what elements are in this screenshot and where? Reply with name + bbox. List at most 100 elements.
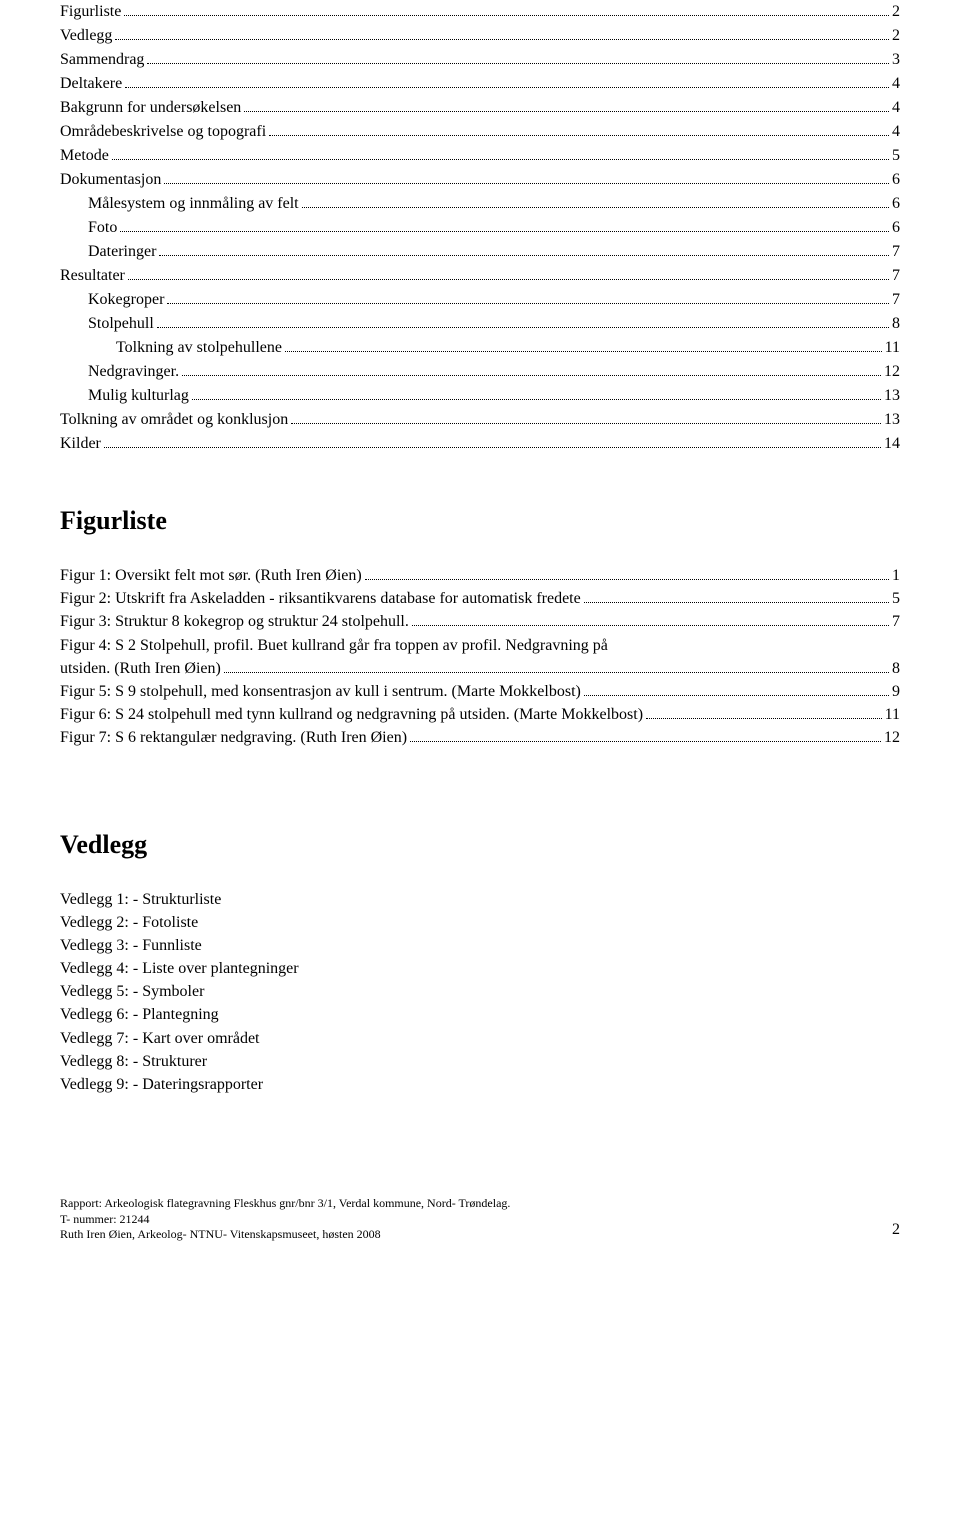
figure-leader-dots — [224, 672, 889, 673]
toc-page-number: 7 — [892, 288, 900, 312]
figure-page-number: 11 — [885, 703, 900, 726]
toc-leader-dots — [167, 303, 889, 304]
toc-label: Tolkning av stolpehullene — [116, 336, 282, 360]
figure-entry: Figur 4: S 2 Stolpehull, profil. Buet ku… — [60, 634, 900, 680]
vedlegg-entry: Vedlegg 3: - Funnliste — [60, 934, 900, 957]
toc-entry: Vedlegg 2 — [60, 24, 900, 48]
toc-leader-dots — [128, 279, 889, 280]
toc-entry: Tolkning av stolpehullene 11 — [60, 336, 900, 360]
toc-leader-dots — [147, 63, 889, 64]
toc-leader-dots — [164, 183, 889, 184]
toc-label: Kokegroper — [88, 288, 164, 312]
figure-label-line: Figur 2: Utskrift fra Askeladden - riksa… — [60, 587, 581, 610]
toc-leader-dots — [124, 15, 889, 16]
toc-entry: Kokegroper 7 — [60, 288, 900, 312]
toc-entry: Resultater 7 — [60, 264, 900, 288]
figure-page-number: 5 — [892, 587, 900, 610]
figure-entry: Figur 3: Struktur 8 kokegrop og struktur… — [60, 610, 900, 633]
toc-page-number: 8 — [892, 312, 900, 336]
toc-leader-dots — [157, 327, 889, 328]
toc-page-number: 4 — [892, 120, 900, 144]
toc-label: Sammendrag — [60, 48, 144, 72]
figure-leader-dots — [584, 602, 889, 603]
toc-page-number: 6 — [892, 216, 900, 240]
vedlegg-list: Vedlegg 1: - StrukturlisteVedlegg 2: - F… — [60, 888, 900, 1097]
toc-leader-dots — [182, 375, 881, 376]
toc-entry: Deltakere 4 — [60, 72, 900, 96]
toc-entry: Bakgrunn for undersøkelsen 4 — [60, 96, 900, 120]
vedlegg-entry: Vedlegg 5: - Symboler — [60, 980, 900, 1003]
vedlegg-heading: Vedlegg — [60, 830, 900, 860]
vedlegg-entry: Vedlegg 4: - Liste over plantegninger — [60, 957, 900, 980]
figure-label-line: Figur 7: S 6 rektangulær nedgraving. (Ru… — [60, 726, 407, 749]
toc-leader-dots — [115, 39, 889, 40]
figure-label-line: Figur 4: S 2 Stolpehull, profil. Buet ku… — [60, 634, 900, 657]
figure-label-line: Figur 3: Struktur 8 kokegrop og struktur… — [60, 610, 409, 633]
toc-page-number: 2 — [892, 24, 900, 48]
toc-entry: Stolpehull 8 — [60, 312, 900, 336]
figure-label-line: Figur 5: S 9 stolpehull, med konsentrasj… — [60, 680, 581, 703]
toc-entry: Tolkning av området og konklusjon 13 — [60, 408, 900, 432]
toc-leader-dots — [285, 351, 882, 352]
toc-leader-dots — [159, 255, 889, 256]
toc-label: Mulig kulturlag — [88, 384, 189, 408]
toc-page-number: 4 — [892, 72, 900, 96]
figure-entry: Figur 1: Oversikt felt mot sør. (Ruth Ir… — [60, 564, 900, 587]
toc-leader-dots — [302, 207, 889, 208]
toc-page-number: 7 — [892, 264, 900, 288]
figure-label-line: utsiden. (Ruth Iren Øien) — [60, 657, 221, 680]
toc-entry: Metode 5 — [60, 144, 900, 168]
toc-leader-dots — [120, 231, 889, 232]
toc-label: Figurliste — [60, 0, 121, 24]
toc-label: Stolpehull — [88, 312, 154, 336]
toc-entry: Målesystem og innmåling av felt 6 — [60, 192, 900, 216]
toc-page-number: 3 — [892, 48, 900, 72]
figure-label-line: Figur 1: Oversikt felt mot sør. (Ruth Ir… — [60, 564, 362, 587]
page-footer: Rapport: Arkeologisk flategravning Flesk… — [60, 1196, 900, 1243]
toc-label: Områdebeskrivelse og topografi — [60, 120, 266, 144]
figure-page-number: 1 — [892, 564, 900, 587]
toc-page-number: 4 — [892, 96, 900, 120]
figure-page-number: 12 — [884, 726, 900, 749]
table-of-contents: Figurliste 2Vedlegg 2Sammendrag 3Deltake… — [60, 0, 900, 456]
toc-leader-dots — [244, 111, 889, 112]
toc-entry: Foto 6 — [60, 216, 900, 240]
toc-label: Nedgravinger. — [88, 360, 179, 384]
figure-entry: Figur 5: S 9 stolpehull, med konsentrasj… — [60, 680, 900, 703]
footer-line-2: T- nummer: 21244 — [60, 1212, 872, 1228]
figure-entry: Figur 7: S 6 rektangulær nedgraving. (Ru… — [60, 726, 900, 749]
figure-entry: Figur 6: S 24 stolpehull med tynn kullra… — [60, 703, 900, 726]
toc-entry: Nedgravinger. 12 — [60, 360, 900, 384]
toc-label: Deltakere — [60, 72, 122, 96]
vedlegg-entry: Vedlegg 8: - Strukturer — [60, 1050, 900, 1073]
toc-entry: Kilder 14 — [60, 432, 900, 456]
toc-entry: Dokumentasjon 6 — [60, 168, 900, 192]
figure-leader-dots — [646, 718, 882, 719]
figure-leader-dots — [365, 579, 889, 580]
vedlegg-entry: Vedlegg 7: - Kart over området — [60, 1027, 900, 1050]
toc-leader-dots — [125, 87, 889, 88]
toc-entry: Sammendrag 3 — [60, 48, 900, 72]
toc-entry: Figurliste 2 — [60, 0, 900, 24]
toc-page-number: 5 — [892, 144, 900, 168]
toc-label: Målesystem og innmåling av felt — [88, 192, 299, 216]
figure-leader-dots — [412, 625, 889, 626]
footer-line-1: Rapport: Arkeologisk flategravning Flesk… — [60, 1196, 872, 1212]
toc-label: Tolkning av området og konklusjon — [60, 408, 288, 432]
toc-label: Foto — [88, 216, 117, 240]
toc-leader-dots — [269, 135, 889, 136]
toc-page-number: 11 — [885, 336, 900, 360]
figurliste-heading: Figurliste — [60, 506, 900, 536]
vedlegg-entry: Vedlegg 9: - Dateringsrapporter — [60, 1073, 900, 1096]
toc-label: Metode — [60, 144, 109, 168]
toc-leader-dots — [104, 447, 881, 448]
footer-line-3: Ruth Iren Øien, Arkeolog- NTNU- Vitenska… — [60, 1227, 872, 1243]
toc-page-number: 13 — [884, 408, 900, 432]
figure-page-number: 9 — [892, 680, 900, 703]
figure-list: Figur 1: Oversikt felt mot sør. (Ruth Ir… — [60, 564, 900, 750]
toc-label: Bakgrunn for undersøkelsen — [60, 96, 241, 120]
figure-leader-dots — [584, 695, 889, 696]
figure-page-number: 8 — [892, 657, 900, 680]
toc-label: Vedlegg — [60, 24, 112, 48]
vedlegg-entry: Vedlegg 2: - Fotoliste — [60, 911, 900, 934]
